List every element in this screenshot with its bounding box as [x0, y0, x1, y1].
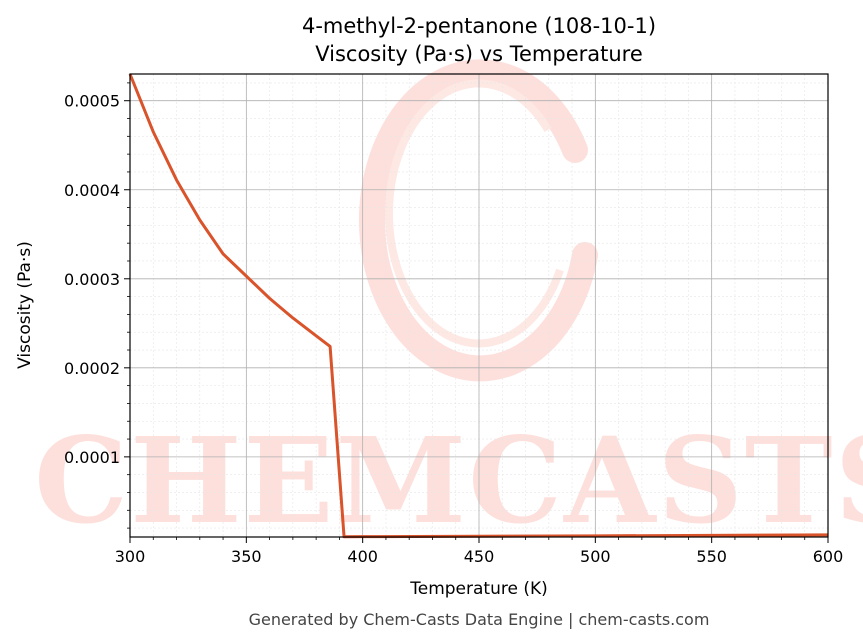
y-tick-label: 0.0003 [64, 270, 120, 289]
x-tick-label: 450 [464, 547, 495, 566]
x-tick-label: 550 [696, 547, 727, 566]
footer-credit: Generated by Chem-Casts Data Engine | ch… [249, 610, 710, 629]
series-layer [128, 73, 829, 539]
watermark-logo [358, 59, 598, 382]
x-tick-label: 400 [347, 547, 378, 566]
x-tick-label: 300 [115, 547, 146, 566]
watermark: CHEMCASTS [34, 59, 863, 550]
chart-subtitle: Viscosity (Pa·s) vs Temperature [315, 42, 643, 66]
y-axis: 0.0001 0.0002 0.0003 0.0004 0.0005 [64, 82, 130, 529]
watermark-text: CHEMCASTS [34, 411, 863, 550]
y-tick-label: 0.0001 [64, 448, 120, 467]
x-tick-label: 500 [580, 547, 611, 566]
y-axis-label: Viscosity (Pa·s) [15, 241, 35, 369]
series-line [128, 73, 829, 539]
y-tick-label: 0.0005 [64, 92, 120, 111]
x-tick-label: 600 [813, 547, 844, 566]
chart-title: 4-methyl-2-pentanone (108-10-1) [302, 14, 656, 38]
y-tick-label: 0.0004 [64, 181, 120, 200]
y-tick-label: 0.0002 [64, 359, 120, 378]
x-tick-label: 350 [231, 547, 262, 566]
x-axis: 300 350 400 450 500 550 600 [115, 537, 844, 566]
x-axis-label: Temperature (K) [409, 579, 548, 599]
